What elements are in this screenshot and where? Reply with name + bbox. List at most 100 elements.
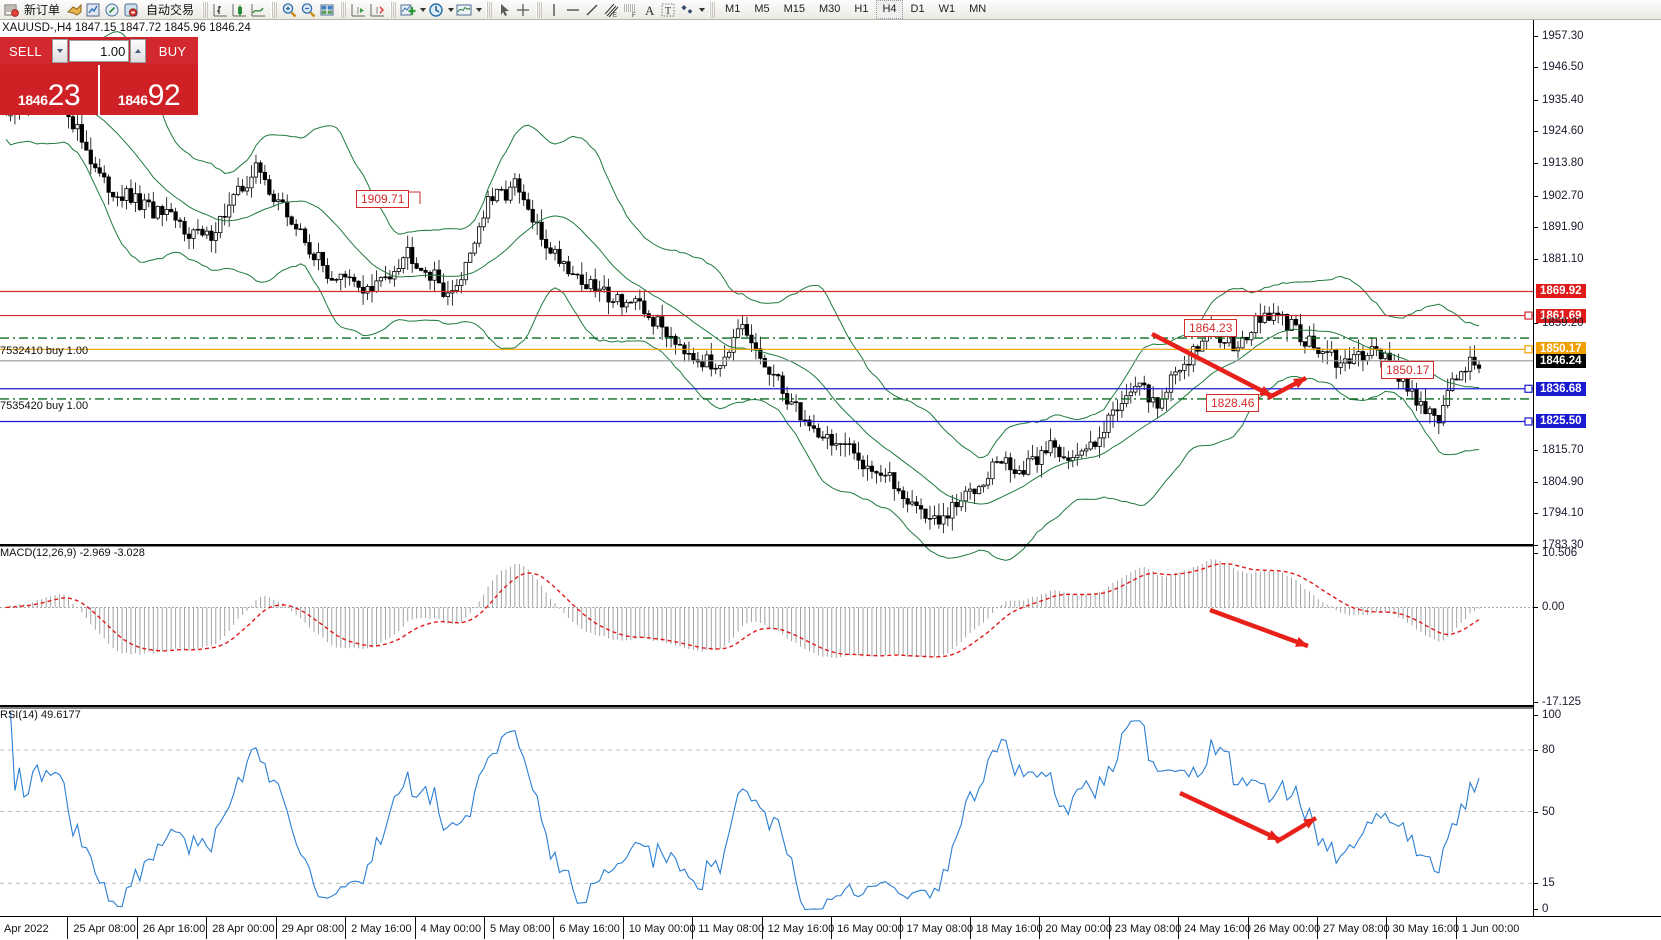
timeframe-mn[interactable]: MN: [969, 3, 987, 15]
period-icon[interactable]: [427, 1, 446, 19]
macd-axis-label-bottom: -17.125: [1542, 696, 1582, 708]
indicators-dropdown-arrow[interactable]: [418, 1, 427, 19]
grid-icon[interactable]: [318, 1, 337, 19]
timeframe-d1[interactable]: D1: [910, 3, 925, 15]
price-axis-level-1869-92[interactable]: 1869.92: [1536, 284, 1586, 299]
price-axis-label: 1913.80: [1542, 157, 1584, 170]
price-axis-label: 1804.90: [1542, 475, 1584, 488]
fibonacci-icon[interactable]: F: [621, 1, 640, 19]
callout-1909-71[interactable]: 1909.71: [356, 190, 410, 208]
price-axis-level-1850-17[interactable]: 1850.17: [1536, 342, 1586, 357]
chart-plot-region[interactable]: [0, 20, 1533, 916]
price-axis-level-1846-24[interactable]: 1846.24: [1536, 353, 1586, 368]
templates-icon[interactable]: [455, 1, 474, 19]
time-axis-tick: [900, 917, 902, 939]
callout-1850-17[interactable]: 1850.17: [1381, 361, 1435, 379]
period-dropdown-arrow[interactable]: [446, 1, 455, 19]
volume-decrease-button[interactable]: [51, 39, 68, 63]
sell-price-button[interactable]: 1846 23: [0, 65, 98, 115]
axis-tick: [1534, 883, 1538, 885]
order-label-7535420[interactable]: 7535420 buy 1.00: [0, 400, 89, 412]
price-axis-tick: [1534, 195, 1538, 197]
volume-increase-button[interactable]: [130, 39, 147, 63]
auto-trading-button[interactable]: 自动交易: [141, 0, 199, 20]
toolbar-separator: [202, 1, 209, 18]
bar-chart-icon[interactable]: [211, 1, 230, 19]
data-window-icon[interactable]: [84, 1, 103, 19]
buy-price-button[interactable]: 1846 92: [100, 65, 198, 115]
zoom-out-icon[interactable]: [299, 1, 318, 19]
horizontal-levels[interactable]: [0, 290, 1533, 426]
candlestick-series: [8, 82, 1482, 534]
volume-input[interactable]: 1.00: [68, 40, 130, 62]
expert-advisors-icon[interactable]: [65, 1, 84, 19]
rsi-indicator-label[interactable]: RSI(14) 49.6177: [0, 709, 81, 721]
time-axis-label: 26 Apr 16:00: [142, 923, 206, 935]
toolbar-separator: [709, 1, 716, 18]
text-label-icon[interactable]: T: [659, 1, 678, 19]
time-axis-label: 11 May 08:00: [698, 923, 765, 935]
line-chart-icon[interactable]: [249, 1, 268, 19]
callout-1864-23[interactable]: 1864.23: [1184, 319, 1238, 337]
price-axis-level-1861-69[interactable]: 1861.69: [1536, 308, 1586, 323]
cursor-icon[interactable]: [495, 1, 514, 19]
time-axis-label: 6 May 16:00: [559, 923, 620, 935]
buy-price-big: 1846: [117, 92, 148, 108]
annotation-arrows[interactable]: [1150, 332, 1308, 400]
buy-button-label[interactable]: BUY: [147, 38, 199, 64]
main-toolbar[interactable]: 新订单 自动交易: [0, 0, 1661, 20]
order-label-7532410[interactable]: 7532410 buy 1.00: [0, 345, 89, 357]
candlestick-chart-icon[interactable]: [230, 1, 249, 19]
chart-shift-icon[interactable]: [368, 1, 387, 19]
shapes-icon[interactable]: [678, 1, 697, 19]
zoom-in-icon[interactable]: [280, 1, 299, 19]
price-axis-level-1836-68[interactable]: 1836.68: [1536, 381, 1586, 396]
shapes-dropdown-arrow[interactable]: [697, 1, 706, 19]
auto-scroll-icon[interactable]: [349, 1, 368, 19]
timeframe-h4[interactable]: H4: [876, 0, 903, 19]
price-axis-label: 1815.70: [1542, 444, 1584, 457]
horizontal-line-icon[interactable]: [564, 1, 583, 19]
macd-indicator-label[interactable]: MACD(12,26,9) -2.969 -3.028: [0, 547, 145, 559]
price-axis-tick: [1534, 163, 1538, 165]
time-axis-label: 1 Jun 00:00: [1461, 923, 1520, 935]
time-axis-tick: [414, 917, 416, 939]
svg-text:E: E: [613, 13, 617, 19]
rsi-axis-label-50: 50: [1542, 805, 1555, 818]
price-axis-level-1825-50[interactable]: 1825.50: [1536, 414, 1586, 429]
time-axis-label: 30 May 16:00: [1392, 923, 1460, 935]
timeframe-h1[interactable]: H1: [854, 3, 869, 15]
vertical-line-icon[interactable]: [545, 1, 564, 19]
text-icon[interactable]: A: [640, 1, 659, 19]
time-axis-tick: [1247, 917, 1249, 939]
timeframe-w1[interactable]: W1: [938, 3, 956, 15]
templates-dropdown-arrow[interactable]: [474, 1, 483, 19]
callout-1828-46[interactable]: 1828.46: [1206, 394, 1260, 412]
bollinger-bands: [5, 31, 1480, 561]
price-axis-label: 1935.40: [1542, 93, 1584, 106]
time-axis[interactable]: Apr 2022 25 Apr 08:00 26 Apr 16:00 28 Apr 0…: [0, 916, 1661, 940]
timeframe-m5[interactable]: M5: [754, 3, 770, 15]
crosshair-icon[interactable]: [514, 1, 533, 19]
time-axis-label: 18 May 16:00: [975, 923, 1043, 935]
time-axis-label: 28 Apr 00:00: [212, 923, 275, 935]
chart-area[interactable]: XAUUSD-,H4 1847.15 1847.72 1845.96 1846.…: [0, 20, 1661, 940]
time-axis-label: 20 May 00:00: [1045, 923, 1112, 935]
price-axis[interactable]: 1957.30 1946.50 1935.40 1924.60 1913.80 1902.…: [1533, 20, 1661, 916]
time-axis-label: 24 May 16:00: [1184, 923, 1251, 935]
navigator-icon[interactable]: [103, 1, 122, 19]
equidistant-channel-icon[interactable]: E: [602, 1, 621, 19]
trendline-icon[interactable]: [583, 1, 602, 19]
one-click-trading-panel[interactable]: SELL 1.00 BUY 1846 23 1846 92: [0, 37, 199, 115]
new-order-button[interactable]: 新订单: [0, 0, 65, 20]
sell-button-label[interactable]: SELL: [0, 38, 51, 64]
indicators-icon[interactable]: [399, 1, 418, 19]
svg-text:A: A: [645, 3, 655, 18]
timeframe-m15[interactable]: M15: [783, 3, 805, 15]
svg-text:F: F: [632, 13, 636, 19]
timeframe-m30[interactable]: M30: [819, 3, 841, 15]
axis-tick: [1534, 750, 1538, 751]
strategy-tester-icon[interactable]: [122, 1, 141, 19]
timeframe-m1[interactable]: M1: [725, 3, 741, 15]
time-axis-label: Apr 2022: [4, 923, 49, 935]
